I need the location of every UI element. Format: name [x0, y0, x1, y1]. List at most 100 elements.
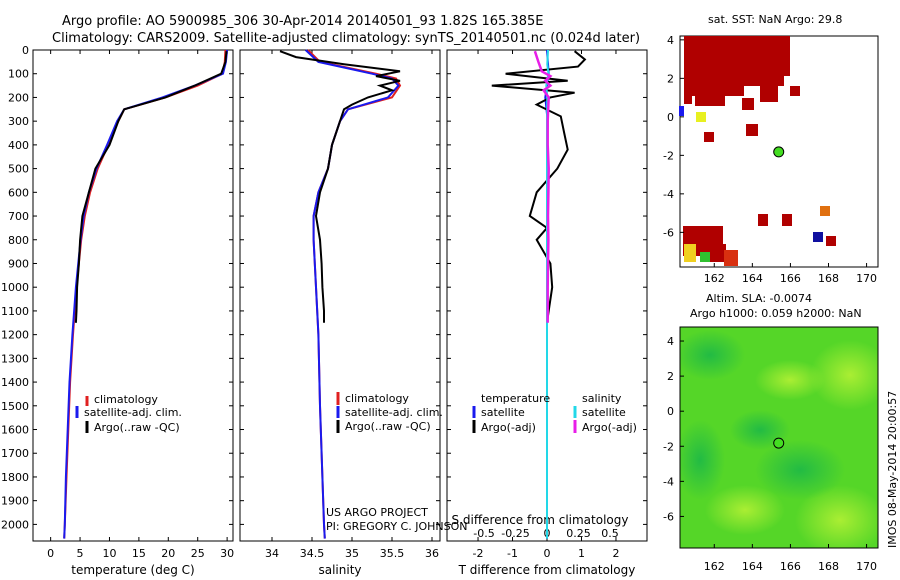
y-tick-label: -6: [663, 510, 674, 523]
y-tick-label: 1800: [1, 471, 29, 484]
salinity-panel: salinity 34 34.5 35 35.5 36: [239, 49, 441, 577]
y-tick-label: 0: [22, 44, 29, 57]
y-tick-label: 100: [8, 68, 29, 81]
sla-high-blob: [810, 340, 878, 410]
x-tick-label: 30: [220, 547, 234, 560]
y-tick-label: 700: [8, 210, 29, 223]
side-timestamp: IMOS 08-May-2014 20:00:57: [886, 391, 899, 548]
difference-panel: T difference from climatology S differen…: [446, 49, 648, 577]
sla-map-title-2: Argo h1000: 0.059 h2000: NaN: [690, 307, 862, 320]
y-tick-label: 200: [8, 91, 29, 104]
sst-cell: [790, 86, 800, 96]
title-line-1: Argo profile: AO 5900985_306 30-Apr-2014…: [62, 14, 543, 29]
x-tick-label: 5: [77, 547, 84, 560]
sst-cell: [695, 96, 725, 106]
x-tick-label: 166: [780, 272, 801, 285]
y-tick-label: 0: [667, 111, 674, 124]
sst-cells: [679, 36, 836, 266]
pi-label: PI: GREGORY C. JOHNSON: [326, 520, 467, 533]
sst-cell: [782, 214, 792, 226]
x-tick-label: 2: [612, 547, 619, 560]
x-tick-label: 170: [856, 272, 877, 285]
y-tick-label: 1000: [1, 281, 29, 294]
sst-cell: [684, 76, 744, 96]
x-tick-label: 36: [425, 547, 439, 560]
y-tick-label: 600: [8, 186, 29, 199]
legend-sat-label: satellite-adj. clim.: [84, 406, 182, 419]
sst-cell: [758, 214, 768, 226]
x-tick-label: -1: [507, 547, 518, 560]
sst-cell: [724, 250, 738, 266]
sst-cell: [684, 244, 696, 262]
sst-cell: [742, 98, 754, 110]
y-tick-label: 1100: [1, 305, 29, 318]
series-satellite-adj-clim-: [304, 49, 400, 539]
x-tick-label: 166: [780, 560, 801, 573]
sst-cell: [760, 86, 778, 102]
x-tick-label: 0: [544, 547, 551, 560]
top-tick-label: 0.25: [566, 527, 591, 540]
legend-temperature-header: temperature: [481, 392, 550, 405]
difference-top-xlabel: S difference from climatology: [452, 513, 629, 527]
x-tick-label: 164: [742, 560, 763, 573]
x-tick-label: 164: [742, 272, 763, 285]
series-argo-raw-qc-: [74, 51, 228, 323]
series-salinity-argo-adj-: [533, 50, 553, 323]
argo-position-marker: [773, 146, 785, 158]
sst-map-panel: sat. SST: NaN Argo: 29.8 4 2 0 -2 -4 -6 162 164…: [663, 13, 879, 285]
y-tick-label: 0: [667, 405, 674, 418]
series-climatology: [63, 49, 227, 539]
salinity-xlabel: salinity: [318, 563, 361, 577]
x-tick-label: 34.5: [300, 547, 325, 560]
y-tick-label: -6: [663, 226, 674, 239]
y-tick-label: 1200: [1, 329, 29, 342]
sst-cell: [826, 236, 836, 246]
y-tick-label: 4: [667, 335, 674, 348]
y-tick-label: 2: [667, 72, 674, 85]
top-tick-label: -0.5: [473, 527, 494, 540]
y-tick-label: 500: [8, 163, 29, 176]
sst-cell: [696, 112, 706, 122]
legend-sat-label: satellite-adj. clim.: [345, 406, 443, 419]
difference-xlabel: T difference from climatology: [458, 563, 636, 577]
legend-clim-label: climatology: [345, 392, 409, 405]
y-tick-label: 1600: [1, 424, 29, 437]
series-argo-raw-qc-: [279, 50, 401, 323]
x-tick-label: 20: [161, 547, 175, 560]
sla-high-blob: [755, 360, 825, 400]
x-tick-label: 35.5: [380, 547, 405, 560]
temperature-legend: climatology satellite-adj. clim. Argo(..…: [75, 393, 182, 434]
y-tick-label: -2: [663, 149, 674, 162]
sst-cell: [704, 132, 714, 142]
sst-cell: [820, 206, 830, 216]
x-tick-label: 25: [191, 547, 205, 560]
x-tick-label: 1: [578, 547, 585, 560]
y-tick-label: -2: [663, 440, 674, 453]
y-tick-label: 1900: [1, 495, 29, 508]
y-tick-label: 1500: [1, 400, 29, 413]
sst-map-title: sat. SST: NaN Argo: 29.8: [708, 13, 842, 26]
difference-legend: temperature salinity satellite Argo(-adj…: [472, 392, 637, 434]
top-tick-label: -0.25: [501, 527, 529, 540]
y-tick-label: 4: [667, 34, 674, 47]
y-tick-label: 900: [8, 257, 29, 270]
series-satellite-adj-clim-: [63, 49, 229, 539]
legend-temp-sat-label: satellite: [481, 406, 525, 419]
y-tick-label: 800: [8, 234, 29, 247]
legend-clim-label: climatology: [94, 393, 158, 406]
series-temperature-argo-adj-: [491, 50, 587, 323]
x-tick-label: 170: [856, 560, 877, 573]
temperature-xlabel: temperature (deg C): [71, 563, 194, 577]
sla-low-blob: [680, 420, 725, 500]
sst-cell: [813, 232, 823, 242]
top-tick-label: 0.5: [601, 527, 619, 540]
sla-low-blob: [755, 440, 845, 500]
sst-cell: [684, 36, 790, 76]
y-tick-label: -4: [663, 475, 674, 488]
title-line-2: Climatology: CARS2009. Satellite-adjuste…: [52, 31, 640, 46]
temperature-frame: [32, 49, 234, 542]
sla-map-title-1: Altim. SLA: -0.0074: [706, 292, 812, 305]
sst-cell: [746, 124, 758, 136]
sst-cell: [684, 96, 692, 104]
